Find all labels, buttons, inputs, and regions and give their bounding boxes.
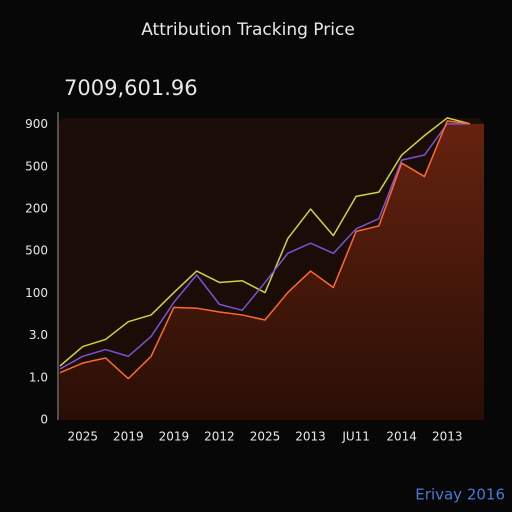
line — [59, 117, 471, 367]
x-tick-label: 2025 — [250, 430, 281, 444]
area — [60, 120, 484, 420]
x-tick-label: 2014 — [386, 430, 417, 444]
x-tick-label: 2013 — [432, 430, 463, 444]
x-tick-label: 2013 — [295, 430, 326, 444]
y-tick-label: 500 — [25, 159, 48, 173]
line — [59, 120, 471, 380]
x-tick-label: JU11 — [341, 430, 370, 444]
y-tick-label: 500 — [25, 244, 48, 258]
y-tick-label: 200 — [25, 202, 48, 216]
y-tick-label: 900 — [25, 117, 48, 131]
chart-title: Attribution Tracking Price — [141, 20, 355, 40]
x-tick-label: 2019 — [113, 430, 144, 444]
line — [59, 123, 470, 370]
y-tick-label: 0 — [40, 413, 48, 427]
x-tick-label: 2012 — [204, 430, 235, 444]
footer: Erivay 2016 — [415, 486, 505, 504]
y-tick-label: 1.0 — [29, 370, 48, 384]
x-tick-label: 2019 — [159, 430, 190, 444]
y-tick-label: 3.0 — [29, 328, 48, 342]
headline-value: 7009,601.96 — [64, 76, 198, 100]
x-tick-label: 2025 — [68, 430, 99, 444]
y-tick-label: 100 — [25, 286, 48, 300]
